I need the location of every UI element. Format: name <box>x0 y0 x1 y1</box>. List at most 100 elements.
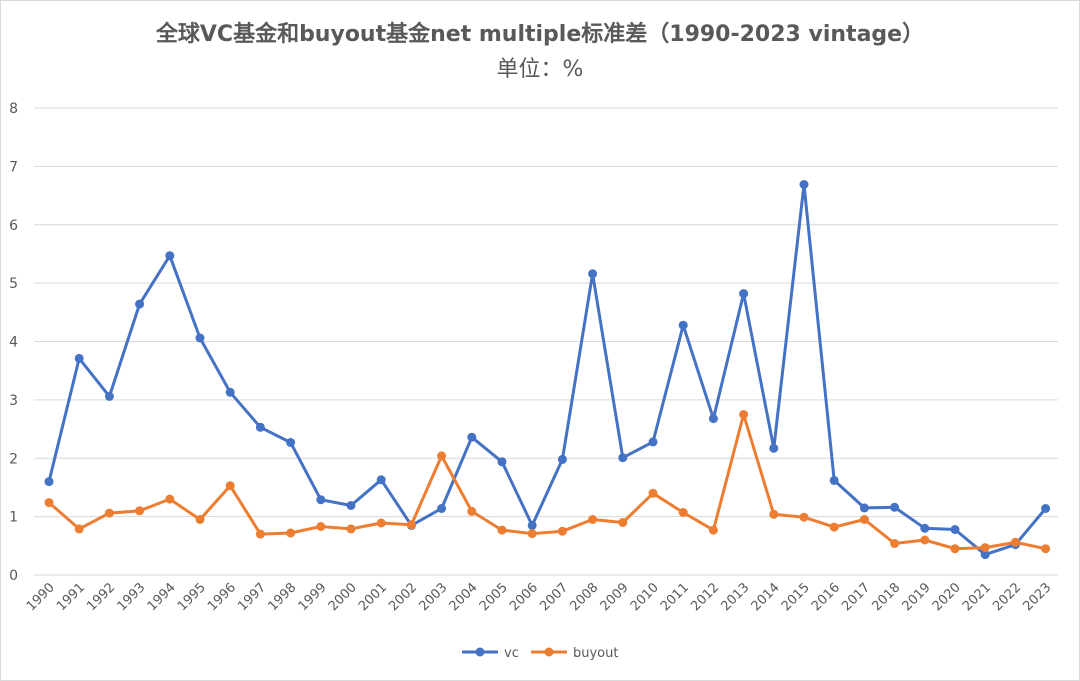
data-point-vc <box>497 457 507 467</box>
data-point-buyout <box>950 544 960 554</box>
data-point-buyout <box>316 522 326 531</box>
x-tick-label: 2013 <box>718 580 752 614</box>
x-tick-label: 1992 <box>84 580 118 614</box>
x-tick-label: 1998 <box>265 580 299 614</box>
x-tick-label: 2018 <box>869 580 903 614</box>
y-tick-label: 1 <box>9 510 18 526</box>
y-tick-label: 8 <box>9 101 18 117</box>
data-point-vc <box>286 438 296 447</box>
x-tick-label: 2015 <box>779 580 813 614</box>
data-point-vc <box>1041 504 1051 513</box>
data-point-vc <box>920 523 930 533</box>
data-point-buyout <box>467 506 477 516</box>
data-point-buyout <box>74 524 84 534</box>
legend-swatch-marker <box>475 647 485 657</box>
data-point-buyout <box>255 529 265 539</box>
data-point-vc <box>799 180 809 189</box>
data-point-buyout <box>920 535 930 545</box>
data-point-buyout <box>165 494 175 504</box>
x-tick-label: 2012 <box>688 580 722 614</box>
x-tick-label: 1990 <box>24 580 58 614</box>
data-point-vc <box>618 453 628 463</box>
data-point-buyout <box>195 515 205 524</box>
data-point-buyout <box>1010 537 1020 547</box>
x-tick-label: 2009 <box>598 580 632 614</box>
data-point-vc <box>437 504 447 513</box>
legend-label: buyout <box>573 646 618 661</box>
data-point-buyout <box>708 525 718 535</box>
data-point-vc <box>557 454 567 464</box>
series-line-buyout <box>47 413 1048 551</box>
data-point-buyout <box>437 451 447 461</box>
data-point-buyout <box>769 509 779 519</box>
data-point-buyout <box>1041 544 1051 554</box>
data-point-buyout <box>739 410 749 419</box>
data-point-buyout <box>648 488 658 498</box>
x-tick-label: 1993 <box>114 580 148 614</box>
x-tick-label: 2011 <box>658 580 692 614</box>
x-tick-label: 2014 <box>749 580 783 614</box>
data-point-buyout <box>829 522 839 532</box>
x-tick-label: 2000 <box>326 580 360 614</box>
x-tick-label: 2023 <box>1020 580 1054 614</box>
data-point-buyout <box>286 528 296 538</box>
data-point-buyout <box>225 481 235 491</box>
x-tick-label: 2019 <box>900 580 934 614</box>
data-point-buyout <box>588 515 598 524</box>
x-tick-label: 2016 <box>809 580 843 614</box>
data-point-vc <box>376 475 386 485</box>
legend-item-buyout: buyout <box>531 646 618 661</box>
data-point-buyout <box>104 508 114 518</box>
y-tick-label: 2 <box>9 451 18 467</box>
data-point-vc <box>588 269 598 279</box>
y-tick-label: 6 <box>9 218 18 234</box>
x-tick-label: 1995 <box>175 580 209 614</box>
data-point-buyout <box>497 525 507 535</box>
data-point-buyout <box>890 539 900 548</box>
data-point-vc <box>950 525 960 534</box>
data-point-vc <box>135 299 145 309</box>
data-point-buyout <box>980 543 990 553</box>
data-point-vc <box>829 475 839 485</box>
data-point-vc <box>104 391 114 401</box>
data-point-buyout <box>376 518 386 528</box>
data-point-buyout <box>135 506 145 516</box>
data-point-vc <box>346 501 356 510</box>
data-point-vc <box>859 503 869 513</box>
y-tick-label: 3 <box>9 393 18 409</box>
chart-title: 全球VC基金和buyout基金net multiple标准差（1990-2023… <box>155 22 925 47</box>
x-tick-label: 2002 <box>386 580 420 614</box>
data-point-vc <box>165 251 175 261</box>
chart-subtitle: 单位：% <box>496 57 584 82</box>
data-point-vc <box>467 432 477 442</box>
x-tick-label: 2004 <box>447 580 481 614</box>
x-tick-label: 2021 <box>960 580 994 614</box>
x-tick-label: 2006 <box>507 580 541 614</box>
data-point-buyout <box>799 512 809 522</box>
data-point-vc <box>225 387 235 397</box>
data-point-vc <box>648 437 658 447</box>
x-tick-label: 2008 <box>567 580 601 614</box>
data-point-vc <box>980 550 990 560</box>
data-point-vc <box>769 443 779 453</box>
y-tick-label: 4 <box>9 335 18 351</box>
x-tick-label: 2003 <box>416 580 450 614</box>
x-tick-label: 1996 <box>205 580 239 614</box>
x-tick-label: 1991 <box>54 580 88 614</box>
data-point-buyout <box>678 508 688 517</box>
legend-label: vc <box>504 646 519 661</box>
x-tick-label: 2001 <box>356 580 390 614</box>
data-point-vc <box>195 333 205 343</box>
series-line-vc <box>47 183 1048 557</box>
data-point-vc <box>44 477 54 487</box>
data-point-buyout <box>44 498 54 508</box>
x-tick-label: 2022 <box>990 580 1024 614</box>
data-point-vc <box>527 520 537 530</box>
x-tick-label: 2007 <box>537 580 571 614</box>
x-tick-label: 2020 <box>930 580 964 614</box>
data-point-vc <box>739 289 749 299</box>
legend-item-vc: vc <box>462 646 519 661</box>
data-point-vc <box>316 495 326 505</box>
